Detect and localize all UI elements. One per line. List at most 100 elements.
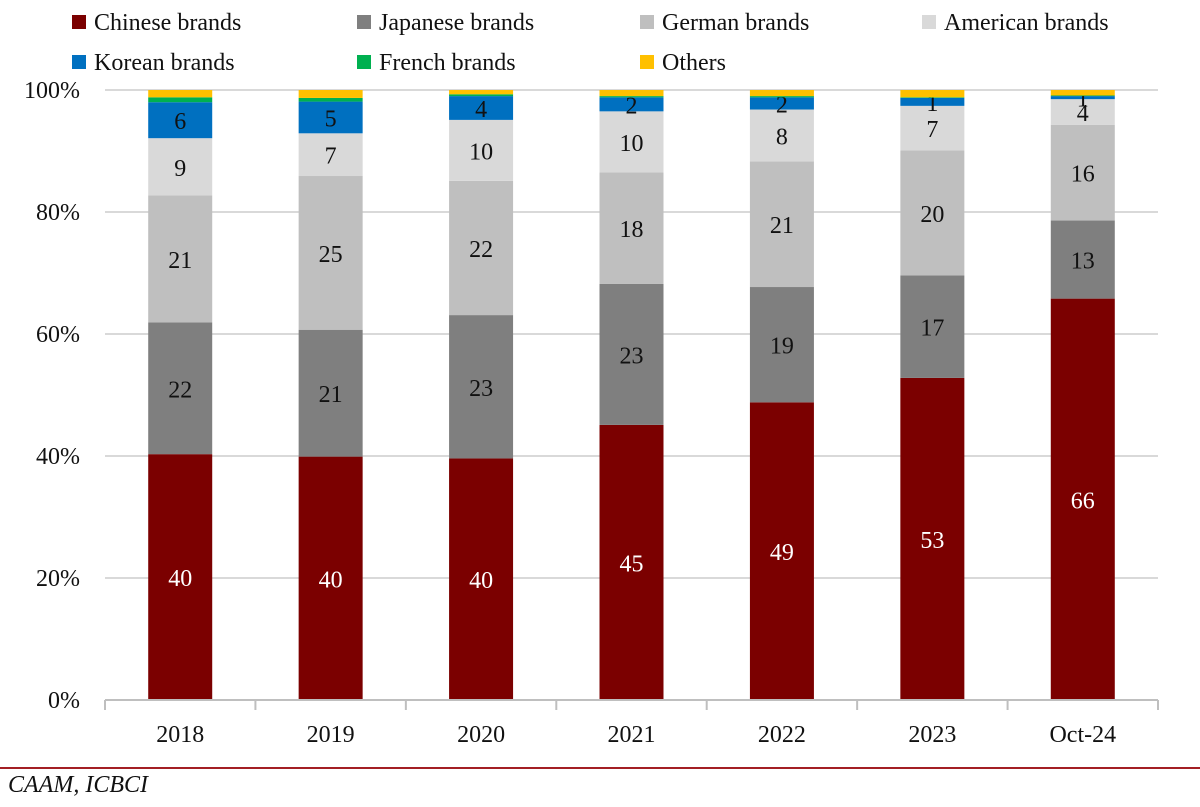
legend-label: French brands [379,50,516,76]
x-tick-label: 2022 [758,722,806,748]
data-label: 4 [1077,101,1089,127]
data-label: 20 [920,202,944,228]
bar-segment [148,195,213,323]
bar-segment [900,275,965,378]
y-tick-label: 100% [24,78,80,104]
data-label: 16 [1071,162,1095,188]
data-label: 6 [174,109,186,135]
x-tick-label: 2021 [608,722,656,748]
bar-segment [298,133,363,177]
legend-swatch [357,15,371,29]
legend-label: American brands [944,10,1109,36]
y-tick-label: 60% [36,322,80,348]
data-label: 23 [469,376,493,402]
bar-segment [449,119,514,181]
bar-segment [1050,220,1115,299]
legend-label: Japanese brands [379,10,534,36]
data-label: 18 [620,217,644,243]
bar-segment [1050,298,1115,700]
data-label: 5 [325,106,337,132]
legend-swatch [72,15,86,29]
bar-segment [599,111,664,173]
bar-segment [1050,90,1115,96]
legend-swatch [922,15,936,29]
bar-segment [900,377,965,700]
y-tick-label: 0% [48,688,80,714]
x-tick-label: 2023 [908,722,956,748]
bar-segment [900,105,965,151]
legend-label: Chinese brands [94,10,241,36]
bar-segment [599,424,664,700]
data-label: 40 [469,568,493,594]
bar-segment [449,90,514,95]
bar-segment [298,97,363,102]
data-label: 22 [168,377,192,403]
bar-segment [298,101,363,134]
source-divider [0,767,1200,769]
bar-segment [599,283,664,425]
bar-segment [298,176,363,330]
x-tick-label: 2018 [156,722,204,748]
bar-segment [298,90,363,98]
bar-segment [599,90,664,97]
bar-segment [1050,96,1115,100]
bar-segment [148,138,213,196]
bar-segment [449,96,514,120]
data-label: 7 [325,144,337,170]
bar-segment [900,97,965,106]
data-label: 2 [626,93,638,119]
bar-segment [148,322,213,455]
legend-swatch [357,55,371,69]
bar-segment [749,109,814,162]
y-tick-label: 40% [36,444,80,470]
bar-segment [599,172,664,284]
bar-segment [449,458,514,700]
bar-segment [1050,99,1115,125]
x-tick-label: 2020 [457,722,505,748]
data-label: 21 [770,213,794,239]
legend-label: German brands [662,10,809,36]
data-label: 49 [770,540,794,566]
data-label: 53 [920,528,944,554]
data-label: 10 [469,139,493,165]
data-label: 21 [168,248,192,274]
bar-segment [749,90,814,97]
x-tick-label: 2019 [307,722,355,748]
bar-segment [449,180,514,316]
y-tick-label: 80% [36,200,80,226]
bar-segment [749,97,814,110]
legend-swatch [640,55,654,69]
data-label: 9 [174,156,186,182]
bar-segment [749,287,814,403]
bar-segment [900,150,965,276]
bar-segment [298,329,363,457]
bar-segment [749,161,814,288]
source-note: CAAM, ICBCI [8,772,148,798]
bar-segment [1050,95,1115,97]
bar-segment [599,97,664,112]
data-label: 22 [469,237,493,263]
data-label: 2 [776,92,788,118]
bar-segment [148,90,213,98]
x-tick-label: Oct-24 [1049,722,1116,748]
bar-segment [749,402,814,700]
data-label: 25 [319,242,343,268]
data-label: 21 [319,382,343,408]
legend-label: Others [662,50,726,76]
data-label: 23 [620,343,644,369]
legend-swatch [72,55,86,69]
data-label: 19 [770,334,794,360]
legend-label: Korean brands [94,50,235,76]
data-label: 7 [926,117,938,143]
data-label: 40 [319,567,343,593]
bar-segment [298,456,363,700]
bar-segment [749,96,814,98]
bar-segment [900,97,965,98]
data-label: 40 [168,566,192,592]
bar-segment [1050,124,1115,221]
bar-segment [148,97,213,103]
data-label: 8 [776,124,788,150]
data-label: 10 [620,131,644,157]
data-label: 66 [1071,488,1095,514]
bar-segment [449,94,514,97]
